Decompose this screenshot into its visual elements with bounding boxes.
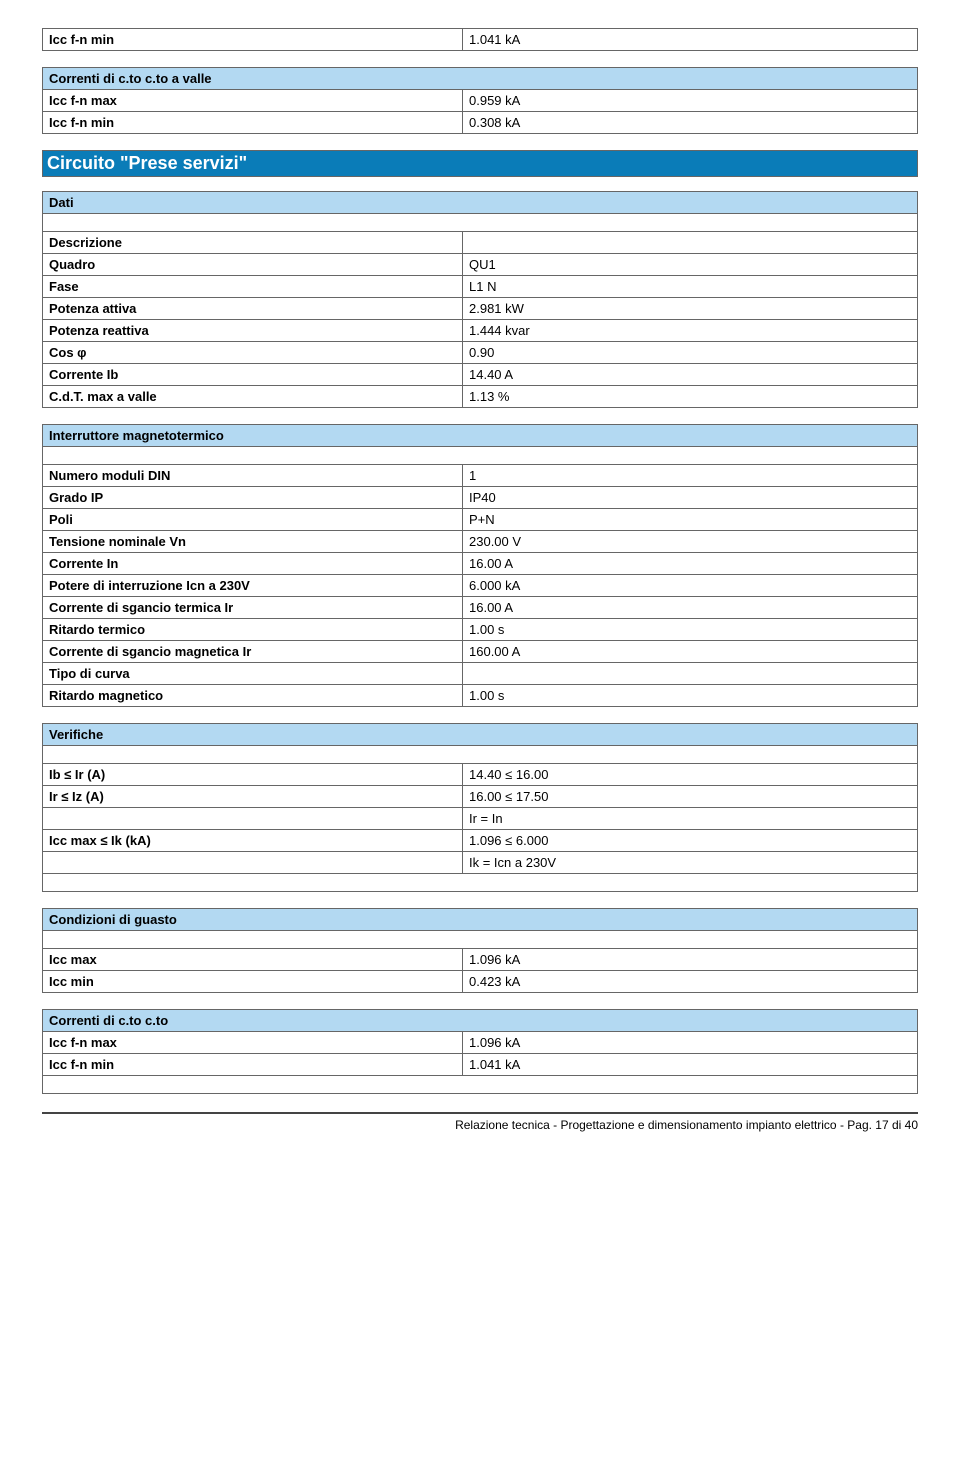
cell-value: 1.00 s [463,685,918,707]
cell-label: Poli [43,509,463,531]
cell-value: L1 N [463,276,918,298]
cell-value: 1.041 kA [463,29,918,51]
cell-value: 0.308 kA [463,112,918,134]
cell-value [463,232,918,254]
cell-value: 1 [463,465,918,487]
spacer-row [43,746,918,764]
cell-label: Icc f-n min [43,112,463,134]
cell-label: Icc f-n max [43,90,463,112]
table-interruttore: Interruttore magnetotermico Numero modul… [42,424,918,707]
section-header: Verifiche [43,724,918,746]
cell-value: 1.00 s [463,619,918,641]
cell-value: 14.40 ≤ 16.00 [463,764,918,786]
cell-label [43,808,463,830]
cell-label: Corrente Ib [43,364,463,386]
table-cto-valle: Correnti di c.to c.to a valle Icc f-n ma… [42,67,918,134]
cell-value: 16.00 A [463,553,918,575]
cell-label: Tipo di curva [43,663,463,685]
section-header: Correnti di c.to c.to a valle [43,68,918,90]
spacer-row [43,447,918,465]
cell-value: 230.00 V [463,531,918,553]
cell-label: Potere di interruzione Icn a 230V [43,575,463,597]
page-footer: Relazione tecnica - Progettazione e dime… [42,1112,918,1132]
cell-value: 160.00 A [463,641,918,663]
table-verifiche: Verifiche Ib ≤ Ir (A)14.40 ≤ 16.00 Ir ≤ … [42,723,918,892]
cell-value: P+N [463,509,918,531]
cell-label: C.d.T. max a valle [43,386,463,408]
circuit-title: Circuito "Prese servizi" [42,150,918,177]
cell-value: 16.00 A [463,597,918,619]
cell-label: Corrente di sgancio magnetica Ir [43,641,463,663]
cell-value: 14.40 A [463,364,918,386]
cell-value: 6.000 kA [463,575,918,597]
cell-label: Grado IP [43,487,463,509]
cell-label: Cos φ [43,342,463,364]
section-header: Interruttore magnetotermico [43,425,918,447]
cell-label [43,852,463,874]
table-top: Icc f-n min 1.041 kA [42,28,918,51]
cell-label: Tensione nominale Vn [43,531,463,553]
cell-value: IP40 [463,487,918,509]
section-header: Dati [43,192,918,214]
cell-label: Icc f-n max [43,1032,463,1054]
cell-value: 1.096 kA [463,1032,918,1054]
spacer-row [43,874,918,892]
cell-label: Ritardo termico [43,619,463,641]
section-header: Correnti di c.to c.to [43,1010,918,1032]
cell-label: Icc min [43,971,463,993]
cell-label: Descrizione [43,232,463,254]
cell-value: 1.13 % [463,386,918,408]
spacer-row [43,931,918,949]
cell-value: 1.096 kA [463,949,918,971]
table-guasto: Condizioni di guasto Icc max1.096 kA Icc… [42,908,918,993]
cell-label: Fase [43,276,463,298]
cell-label: Ib ≤ Ir (A) [43,764,463,786]
cell-value: 0.90 [463,342,918,364]
cell-label: Corrente di sgancio termica Ir [43,597,463,619]
cell-label: Quadro [43,254,463,276]
cell-value: 1.444 kvar [463,320,918,342]
cell-label: Ritardo magnetico [43,685,463,707]
cell-label: Potenza reattiva [43,320,463,342]
cell-label: Icc max [43,949,463,971]
spacer-row [43,1076,918,1094]
cell-value: 2.981 kW [463,298,918,320]
spacer-row [43,214,918,232]
table-dati: Dati Descrizione QuadroQU1 FaseL1 N Pote… [42,191,918,408]
cell-label: Numero moduli DIN [43,465,463,487]
cell-label: Icc f-n min [43,29,463,51]
cell-label: Icc max ≤ Ik (kA) [43,830,463,852]
cell-value: QU1 [463,254,918,276]
cell-label: Icc f-n min [43,1054,463,1076]
cell-label: Potenza attiva [43,298,463,320]
cell-value: 0.423 kA [463,971,918,993]
cell-value: 1.096 ≤ 6.000 [463,830,918,852]
section-header: Condizioni di guasto [43,909,918,931]
cell-value: 1.041 kA [463,1054,918,1076]
cell-value: 0.959 kA [463,90,918,112]
cell-value [463,663,918,685]
cell-value: Ik = Icn a 230V [463,852,918,874]
cell-value: 16.00 ≤ 17.50 [463,786,918,808]
cell-label: Corrente In [43,553,463,575]
table-cto: Correnti di c.to c.to Icc f-n max1.096 k… [42,1009,918,1094]
cell-value: Ir = In [463,808,918,830]
cell-label: Ir ≤ Iz (A) [43,786,463,808]
